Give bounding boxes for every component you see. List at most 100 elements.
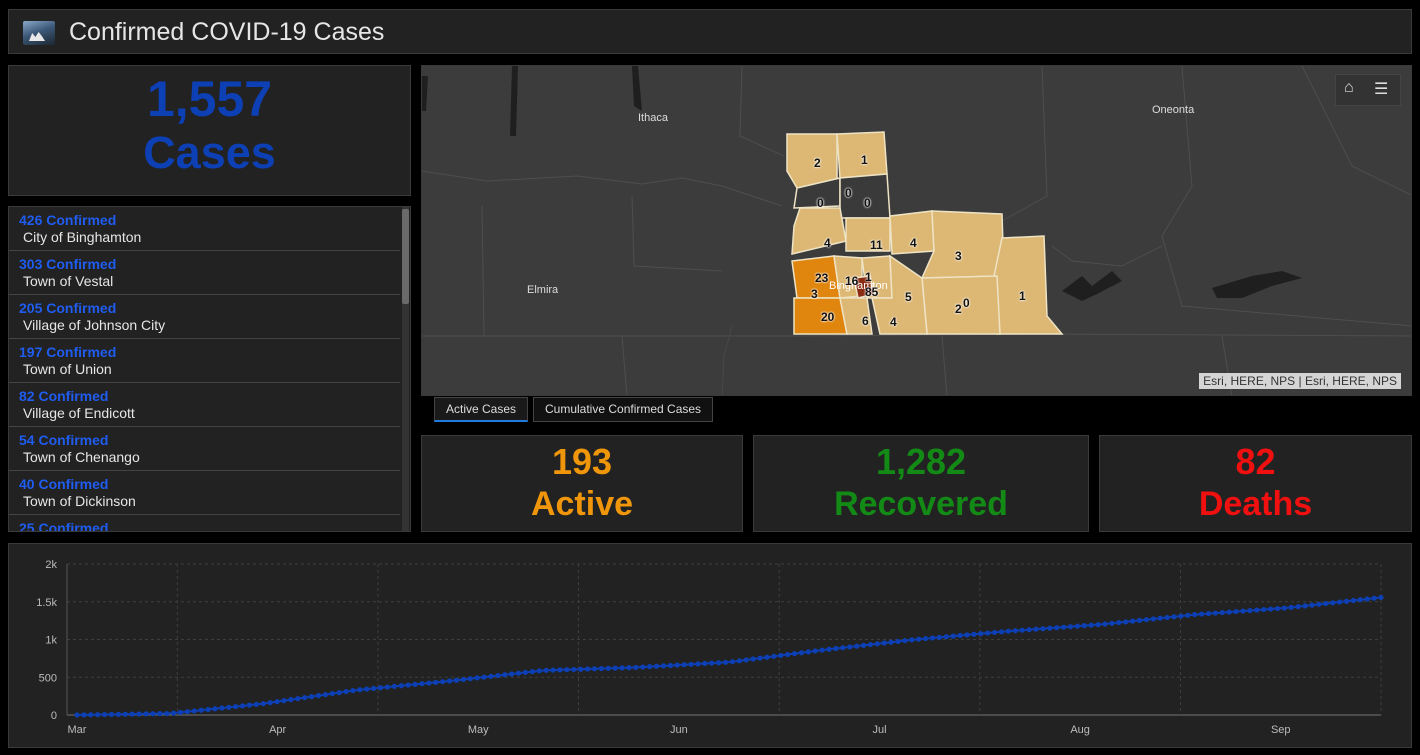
data-point (205, 706, 211, 713)
data-point (336, 690, 342, 696)
data-point (226, 704, 232, 710)
data-point (826, 646, 832, 652)
tab-cumulative-cases[interactable]: Cumulative Confirmed Cases (533, 397, 714, 422)
map-canvas[interactable] (422, 66, 1412, 396)
data-point (888, 639, 894, 645)
data-point (474, 675, 480, 681)
data-point (1330, 600, 1336, 606)
data-point (136, 711, 142, 717)
cumulative-cases-chart[interactable]: 0 500 1k 1.5k 2k Mar Apr May Jun Jul Aug Sep (8, 543, 1412, 748)
list-item[interactable]: 426 Confirmed City of Binghamton (9, 207, 400, 251)
data-point (1302, 603, 1308, 609)
list-item[interactable]: 205 Confirmed Village of Johnson City (9, 295, 400, 339)
data-point (322, 692, 328, 698)
x-tick-label: Aug (1070, 724, 1090, 736)
list-item[interactable]: 25 Confirmed (9, 515, 400, 532)
data-point (978, 631, 984, 637)
list-item-name: Village of Endicott (23, 405, 135, 421)
list-item-count: 82 Confirmed (19, 388, 109, 404)
data-point (695, 661, 701, 667)
data-point (660, 663, 667, 669)
home-icon[interactable]: ⌂ (1344, 79, 1354, 96)
data-point (750, 656, 756, 662)
data-point (709, 660, 715, 666)
total-cases-indicator: 1,557 Cases (8, 65, 411, 196)
map-case-label: 1 (865, 270, 872, 284)
data-point (1343, 598, 1350, 604)
data-point (1268, 606, 1274, 612)
data-point (122, 711, 128, 717)
data-point (239, 703, 246, 709)
tab-active-cases[interactable]: Active Cases (434, 397, 529, 422)
data-point (1350, 597, 1357, 604)
data-point (343, 688, 349, 695)
list-item-count: 54 Confirmed (19, 432, 109, 448)
data-point (578, 666, 584, 672)
data-point (564, 667, 570, 673)
data-point (867, 641, 874, 648)
data-point (129, 711, 135, 717)
data-point (536, 668, 542, 674)
list-item[interactable]: 303 Confirmed Town of Vestal (9, 251, 400, 295)
data-point (108, 711, 115, 718)
data-point (957, 632, 963, 639)
data-point (1185, 612, 1191, 618)
data-point (1005, 628, 1012, 634)
map-case-label: 6 (862, 314, 869, 328)
map-case-label: 0 (817, 196, 824, 210)
list-icon[interactable]: ☰ (1374, 81, 1389, 98)
data-point (598, 665, 604, 672)
data-point (453, 677, 460, 683)
list-scrollbar-thumb[interactable] (402, 209, 409, 304)
data-point (833, 645, 839, 652)
data-point (640, 664, 646, 670)
data-point (702, 660, 708, 667)
data-point (881, 640, 887, 646)
data-point (985, 630, 991, 636)
data-point (1226, 609, 1232, 615)
data-point (964, 632, 970, 638)
data-point (771, 653, 777, 659)
data-point (371, 685, 377, 692)
data-point (929, 635, 936, 641)
data-point (1012, 628, 1018, 634)
data-point (164, 710, 170, 717)
data-point (1309, 602, 1315, 608)
list-item[interactable]: 197 Confirmed Town of Union (9, 339, 400, 383)
data-point (681, 662, 687, 668)
data-point (895, 638, 901, 645)
map-case-label: 4 (910, 236, 917, 250)
data-point (764, 654, 770, 660)
data-point (729, 659, 736, 665)
total-cases-value: 1,557 (146, 71, 273, 127)
data-point (1102, 621, 1108, 627)
page-title: Confirmed COVID-19 Cases (69, 18, 385, 46)
list-item[interactable]: 82 Confirmed Village of Endicott (9, 383, 400, 427)
list-item[interactable]: 40 Confirmed Town of Dickinson (9, 471, 400, 515)
municipality-list[interactable]: 426 Confirmed City of Binghamton 303 Confi… (8, 206, 411, 532)
data-point (557, 667, 563, 673)
list-scrollbar[interactable] (402, 207, 409, 531)
data-point (1274, 605, 1281, 612)
data-point (1178, 613, 1184, 619)
data-point (177, 709, 184, 715)
data-point (1254, 607, 1260, 613)
data-point (936, 634, 943, 640)
data-point (253, 701, 259, 708)
data-point (950, 633, 956, 639)
map-case-label: 4 (890, 315, 897, 329)
map-case-label: 0 (864, 196, 871, 210)
list-item[interactable]: 54 Confirmed Town of Chenango (9, 427, 400, 471)
data-point (571, 666, 577, 673)
list-item-count: 25 Confirmed (19, 520, 109, 532)
data-point (798, 650, 805, 656)
data-point (143, 711, 149, 717)
map-case-label: 20 (821, 310, 835, 324)
place-label-elmira: Elmira (527, 284, 559, 296)
list-item-count: 303 Confirmed (19, 256, 117, 272)
data-point (619, 665, 625, 671)
data-point (1219, 609, 1225, 616)
data-point (419, 681, 425, 687)
data-point (688, 661, 694, 667)
